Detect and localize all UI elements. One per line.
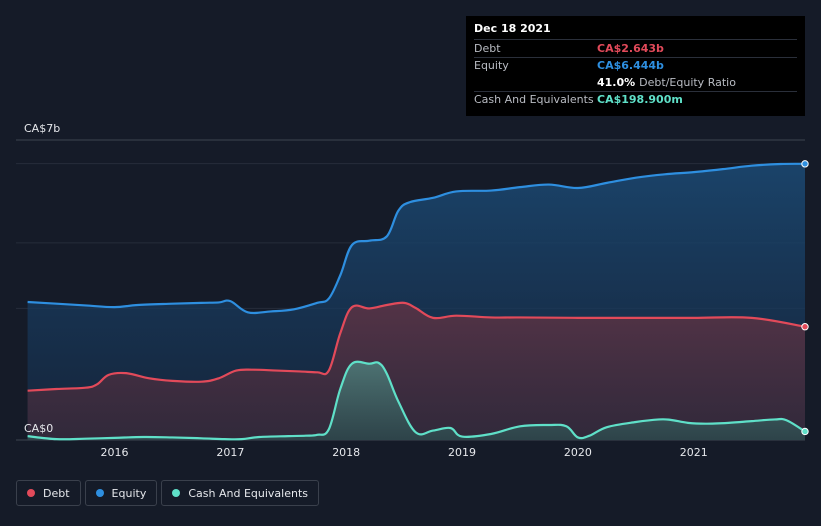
legend-item-debt[interactable]: Debt — [16, 480, 81, 506]
debt-dot-icon — [27, 489, 35, 497]
cash-end-point — [801, 427, 809, 436]
tooltip-cash-label: Cash And Equivalents — [474, 93, 594, 107]
cash-dot-icon — [172, 489, 181, 497]
legend-item-cash[interactable]: Cash And Equivalents — [161, 480, 319, 506]
debt-line — [27, 301, 806, 392]
x-tick-label: 2021 — [680, 446, 708, 459]
equity-end-point — [801, 160, 809, 168]
equity-dot-icon — [95, 489, 104, 497]
cash-area — [27, 361, 806, 440]
tooltip-ratio-value: 41.0% — [597, 75, 636, 89]
x-tick-label: 2018 — [332, 446, 360, 459]
tooltip-date: Dec 18 2021 — [474, 22, 551, 35]
legend-label-cash: Cash And Equivalents — [188, 486, 308, 500]
tooltip-cash-value: CA$198.900m — [597, 93, 683, 107]
tooltip-equity-label: Equity — [474, 59, 509, 73]
tooltip-debt-label: Debt — [474, 41, 501, 55]
legend-item-equity[interactable]: Equity — [84, 480, 158, 506]
y-axis-label-top: CA$7b — [24, 122, 60, 135]
cash-line — [27, 360, 806, 441]
tooltip-equity-value: CA$6.444b — [597, 59, 664, 73]
x-tick-label: 2019 — [448, 446, 476, 459]
tooltip-ratio-label: Debt/Equity Ratio — [639, 75, 736, 89]
y-axis-label-bottom: CA$0 — [24, 422, 53, 435]
tooltip-ratio-row: 41.0% Debt/Equity Ratio — [474, 74, 797, 91]
tooltip-debt-row: Debt CA$2.643b — [474, 39, 797, 57]
equity-line — [27, 162, 806, 315]
legend-label-equity: Equity — [111, 486, 147, 500]
x-tick-label: 2020 — [564, 446, 592, 459]
axis-labels: CA$7b CA$0 2016 2017 2018 2019 2020 2021 — [24, 122, 708, 459]
legend-label-debt: Debt — [43, 486, 70, 500]
x-tick-label: 2017 — [216, 446, 244, 459]
debt-area — [27, 302, 806, 440]
x-tick-label: 2016 — [100, 446, 128, 459]
tooltip-debt-value: CA$2.643b — [597, 41, 664, 55]
series-lines — [27, 160, 809, 441]
tooltip-equity-row: Equity CA$6.444b — [474, 56, 797, 75]
debt-end-point — [801, 323, 809, 331]
tooltip-cash-row: Cash And Equivalents CA$198.900m — [474, 90, 797, 109]
tooltip-panel: Dec 18 2021 Debt CA$2.643b Equity CA$6.4… — [466, 16, 805, 116]
legend: Debt Equity Cash And Equivalents — [16, 480, 319, 507]
series-areas — [27, 163, 806, 440]
